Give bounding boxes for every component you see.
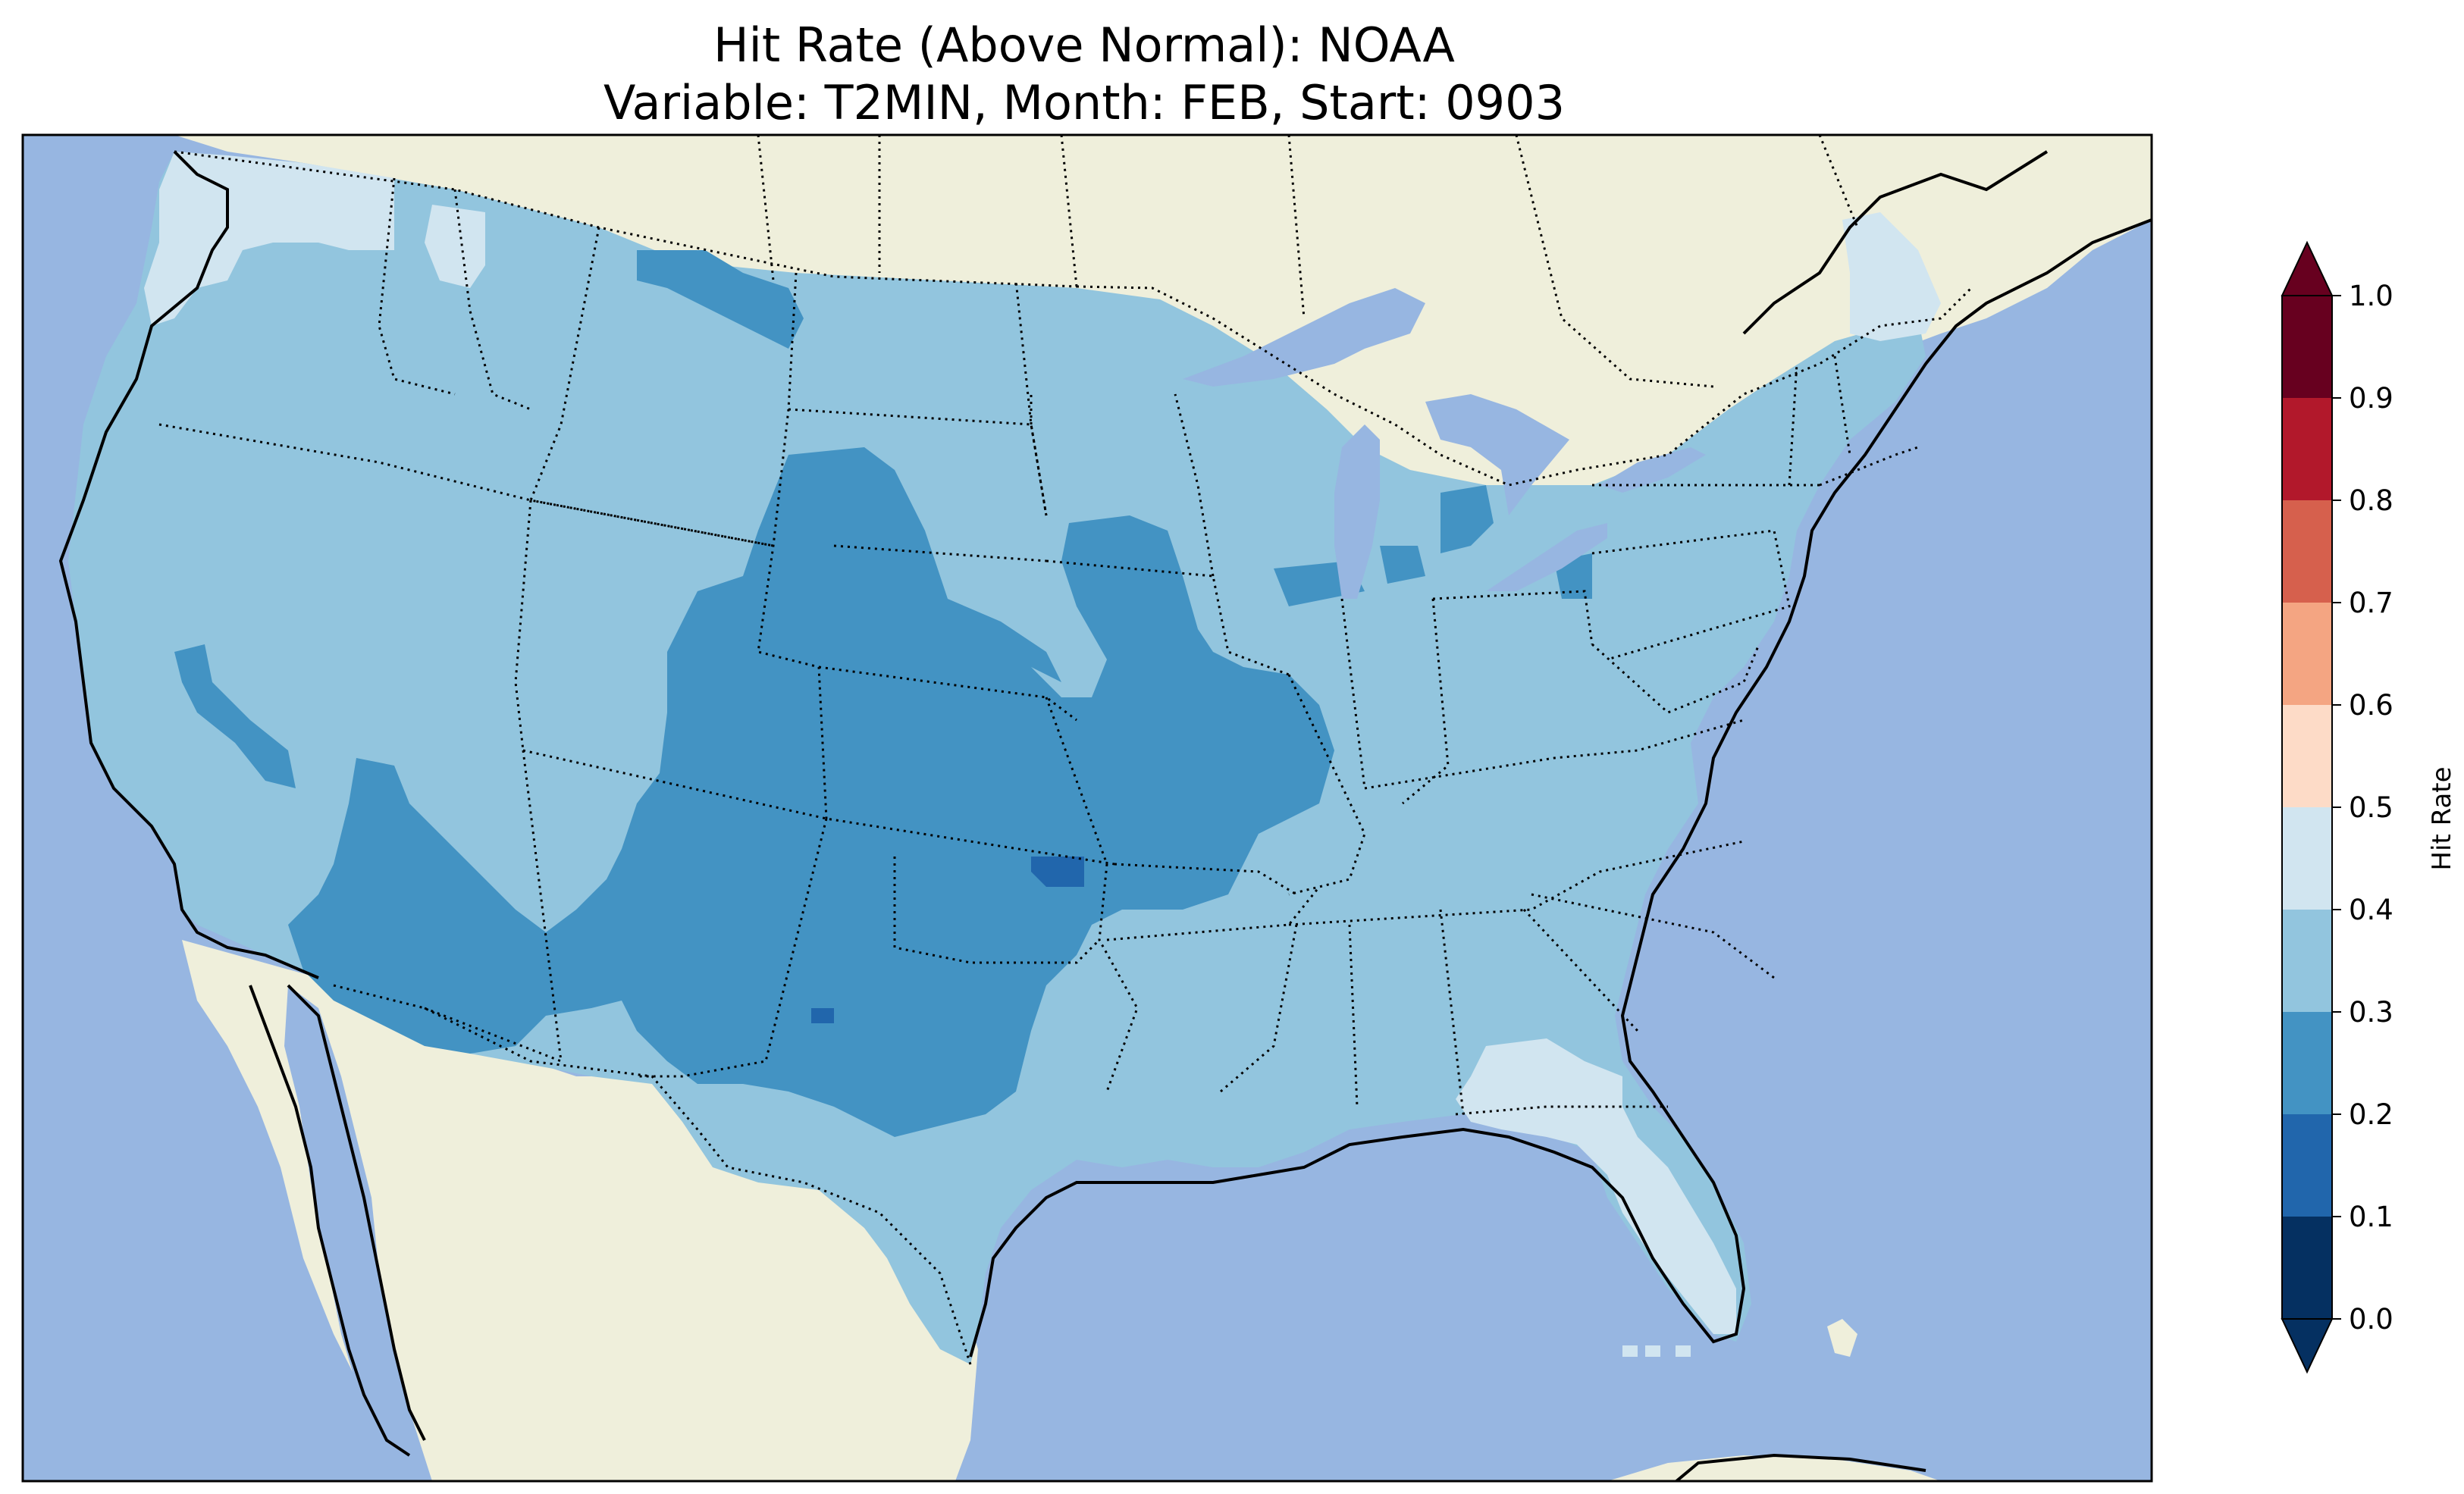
colorbar-bin-0	[2282, 1217, 2332, 1319]
title-line-1: Hit Rate (Above Normal): NOAA	[713, 17, 1455, 73]
colorbar-bin-8	[2282, 398, 2332, 500]
map-frame	[21, 133, 2153, 1483]
colorbar-tick-label: 0.4	[2349, 894, 2393, 926]
colorbar-label: Hit Rate	[2427, 766, 2457, 870]
lake-ontario	[1600, 447, 1706, 493]
colorbar-bin-7	[2282, 500, 2332, 603]
colorbar-bin-3	[2282, 910, 2332, 1012]
map-title: Hit Rate (Above Normal): NOAA Variable: …	[0, 17, 2168, 132]
colorbar-tick-label: 0.2	[2349, 1098, 2393, 1131]
colorbar-tick-label: 0.3	[2349, 996, 2393, 1029]
colorbar-tick-label: 0.7	[2349, 587, 2393, 619]
region-0.4-0.5-washington	[144, 152, 394, 326]
colorbar-bin-4	[2282, 807, 2332, 910]
colorbar-tick-label: 0.5	[2349, 791, 2393, 824]
colorbar-over-arrow	[2281, 240, 2334, 296]
cuba-land	[1607, 1455, 1941, 1481]
lake-erie	[1486, 523, 1607, 591]
region-0.1-0.2-oklahoma	[1031, 857, 1084, 887]
region-0.1-0.2-newmexico	[811, 1008, 834, 1023]
region-0.4-0.5-keys	[1622, 1345, 1691, 1357]
state-boundaries	[158, 177, 1919, 1116]
region-0.4-0.5-maine	[1842, 212, 1941, 341]
colorbar-tick-label: 0.1	[2349, 1201, 2393, 1233]
region-0.2-0.3-michigan	[1440, 485, 1494, 553]
colorbar-tick-label: 0.6	[2349, 689, 2393, 722]
lake-michigan	[1334, 424, 1380, 599]
lake-superior	[1183, 288, 1425, 387]
region-0.2-0.3-indiana	[1380, 546, 1425, 584]
colorbar-bin-2	[2282, 1012, 2332, 1114]
colorbar-bin-6	[2282, 603, 2332, 705]
colorbar-tick-label: 0.8	[2349, 484, 2393, 517]
bahamas-land	[1827, 1319, 1857, 1357]
colorbar-under-arrow	[2281, 1318, 2334, 1374]
colorbar-bin-1	[2282, 1114, 2332, 1217]
region-0.4-0.5-florida	[1456, 1038, 1736, 1334]
title-line-2: Variable: T2MIN, Month: FEB, Start: 0903	[603, 75, 1566, 130]
region-0.4-0.5-idaho	[425, 205, 485, 288]
region-0.2-0.3-central	[288, 447, 1334, 1137]
international-borders	[174, 135, 1973, 1365]
colorbar-tick-label: 0.9	[2349, 382, 2393, 415]
canada-land	[174, 135, 2152, 591]
coastlines	[58, 150, 2152, 1481]
colorbar-bin-9	[2282, 296, 2332, 398]
colorbar-tick-label: 1.0	[2349, 280, 2393, 312]
lake-huron	[1425, 394, 1569, 515]
region-0.2-0.3-california	[174, 644, 296, 788]
colorbar-bin-5	[2282, 705, 2332, 807]
colorbar-tick-label: 0.0	[2349, 1303, 2393, 1336]
region-0.2-0.3-montana	[637, 250, 804, 349]
